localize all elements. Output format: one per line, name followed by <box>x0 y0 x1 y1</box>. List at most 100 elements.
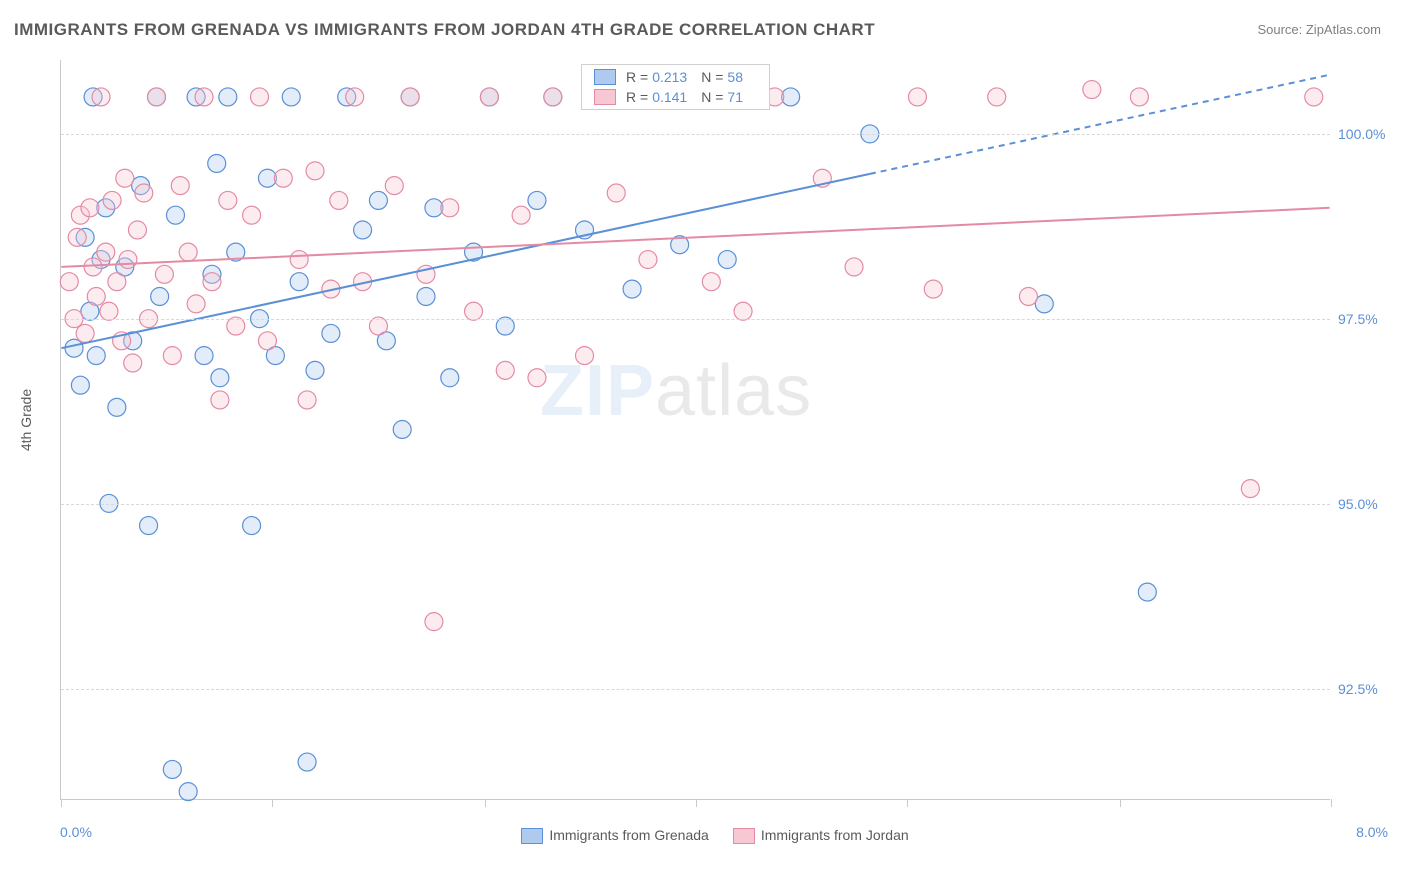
scatter-point-jordan <box>124 354 142 372</box>
gridline-horizontal <box>61 134 1330 135</box>
scatter-point-grenada <box>623 280 641 298</box>
stat-n-value: 58 <box>727 69 743 85</box>
scatter-point-jordan <box>147 88 165 106</box>
scatter-point-jordan <box>330 191 348 209</box>
scatter-point-grenada <box>65 339 83 357</box>
legend-swatch <box>733 828 755 844</box>
scatter-point-jordan <box>465 302 483 320</box>
scatter-point-grenada <box>282 88 300 106</box>
stat-r-label: R = <box>626 89 648 105</box>
scatter-point-jordan <box>251 88 269 106</box>
x-tick <box>485 799 486 807</box>
scatter-point-jordan <box>81 199 99 217</box>
legend-swatch <box>594 69 616 85</box>
scatter-point-jordan <box>163 347 181 365</box>
scatter-point-jordan <box>845 258 863 276</box>
scatter-point-grenada <box>179 783 197 801</box>
scatter-point-jordan <box>908 88 926 106</box>
scatter-point-jordan <box>1241 480 1259 498</box>
scatter-point-jordan <box>544 88 562 106</box>
x-tick <box>61 799 62 807</box>
scatter-point-jordan <box>298 391 316 409</box>
scatter-point-jordan <box>346 88 364 106</box>
scatter-point-jordan <box>103 191 121 209</box>
scatter-point-grenada <box>393 421 411 439</box>
scatter-point-jordan <box>1130 88 1148 106</box>
legend-swatch <box>521 828 543 844</box>
legend-label: Immigrants from Grenada <box>549 827 709 843</box>
legend-bottom: Immigrants from Grenada Immigrants from J… <box>0 827 1406 844</box>
y-tick-label: 100.0% <box>1338 126 1394 142</box>
scatter-point-jordan <box>179 243 197 261</box>
y-tick-label: 95.0% <box>1338 496 1394 512</box>
scatter-point-jordan <box>639 251 657 269</box>
scatter-point-jordan <box>512 206 530 224</box>
scatter-point-jordan <box>60 273 78 291</box>
scatter-point-jordan <box>401 88 419 106</box>
x-tick <box>907 799 908 807</box>
y-tick-label: 92.5% <box>1338 681 1394 697</box>
scatter-point-grenada <box>322 324 340 342</box>
scatter-point-jordan <box>108 273 126 291</box>
chart-title: IMMIGRANTS FROM GRENADA VS IMMIGRANTS FR… <box>14 20 875 40</box>
scatter-point-jordan <box>988 88 1006 106</box>
scatter-point-grenada <box>290 273 308 291</box>
scatter-point-jordan <box>306 162 324 180</box>
source-attribution: Source: ZipAtlas.com <box>1257 22 1381 37</box>
y-axis-label: 4th Grade <box>18 389 34 451</box>
scatter-point-grenada <box>298 753 316 771</box>
scatter-point-jordan <box>702 273 720 291</box>
scatter-point-jordan <box>425 613 443 631</box>
scatter-point-jordan <box>274 169 292 187</box>
scatter-point-grenada <box>195 347 213 365</box>
scatter-point-jordan <box>68 228 86 246</box>
chart-plot-area: R =0.213N =58R =0.141N =71 100.0%97.5%95… <box>60 60 1330 800</box>
scatter-point-jordan <box>385 177 403 195</box>
scatter-point-jordan <box>290 251 308 269</box>
legend-swatch <box>594 89 616 105</box>
stat-r-label: R = <box>626 69 648 85</box>
scatter-point-jordan <box>576 347 594 365</box>
scatter-point-grenada <box>1035 295 1053 313</box>
scatter-point-jordan <box>97 243 115 261</box>
legend-label: Immigrants from Jordan <box>761 827 909 843</box>
gridline-horizontal <box>61 504 1330 505</box>
stat-n-label: N = <box>701 69 723 85</box>
stats-row: R =0.213N =58 <box>582 67 769 87</box>
scatter-point-jordan <box>92 88 110 106</box>
scatter-point-jordan <box>211 391 229 409</box>
scatter-point-jordan <box>496 361 514 379</box>
y-tick-label: 97.5% <box>1338 311 1394 327</box>
scatter-point-grenada <box>208 154 226 172</box>
scatter-point-grenada <box>87 347 105 365</box>
scatter-point-jordan <box>480 88 498 106</box>
scatter-point-jordan <box>119 251 137 269</box>
x-tick <box>696 799 697 807</box>
stat-n-value: 71 <box>727 89 743 105</box>
scatter-point-grenada <box>219 88 237 106</box>
x-tick <box>1120 799 1121 807</box>
scatter-point-grenada <box>718 251 736 269</box>
scatter-point-grenada <box>243 517 261 535</box>
scatter-point-grenada <box>151 287 169 305</box>
scatter-point-jordan <box>441 199 459 217</box>
scatter-point-jordan <box>734 302 752 320</box>
scatter-point-grenada <box>441 369 459 387</box>
scatter-point-jordan <box>924 280 942 298</box>
scatter-point-jordan <box>76 324 94 342</box>
scatter-point-jordan <box>219 191 237 209</box>
scatter-point-jordan <box>84 258 102 276</box>
scatter-point-grenada <box>211 369 229 387</box>
scatter-point-jordan <box>187 295 205 313</box>
stat-n-label: N = <box>701 89 723 105</box>
scatter-point-grenada <box>354 221 372 239</box>
scatter-point-grenada <box>528 191 546 209</box>
scatter-point-jordan <box>1305 88 1323 106</box>
correlation-stats-legend: R =0.213N =58R =0.141N =71 <box>581 64 770 110</box>
scatter-point-jordan <box>100 302 118 320</box>
stat-r-value: 0.141 <box>652 89 687 105</box>
scatter-point-jordan <box>171 177 189 195</box>
scatter-point-grenada <box>167 206 185 224</box>
scatter-point-jordan <box>607 184 625 202</box>
scatter-point-grenada <box>163 760 181 778</box>
